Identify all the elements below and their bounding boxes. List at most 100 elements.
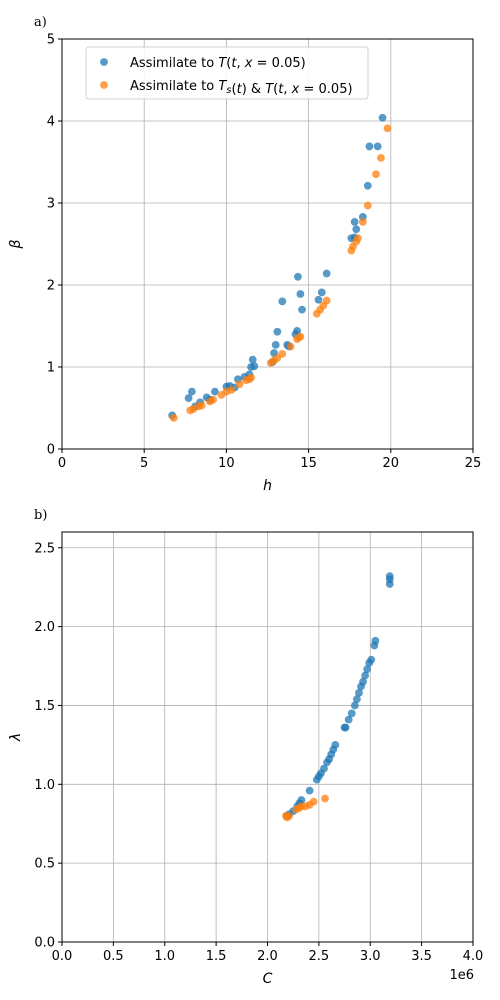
panel-label: b) (34, 508, 47, 523)
data-point (285, 811, 293, 820)
x-tick-label: 1.0 (154, 949, 175, 964)
y-tick-label: 1 (47, 361, 55, 376)
data-point (317, 288, 326, 297)
y-tick-label: 5 (47, 33, 55, 48)
data-point (358, 217, 367, 226)
panel-label: a) (34, 15, 47, 30)
data-point (385, 572, 394, 581)
data-point (209, 395, 218, 404)
y-tick-label: 4 (47, 115, 55, 130)
data-point (278, 349, 287, 358)
data-point (354, 234, 362, 243)
data-point (248, 355, 257, 364)
x-tick-label: 2.5 (309, 949, 330, 964)
data-point (372, 170, 380, 179)
x-axis-label: h (263, 478, 272, 494)
legend-box (85, 46, 369, 100)
legend-marker (100, 58, 108, 66)
data-point (361, 671, 370, 680)
data-point (184, 394, 193, 403)
data-point (347, 709, 356, 718)
data-point (322, 296, 331, 305)
data-point (197, 401, 206, 410)
data-point (363, 181, 372, 190)
panel-b: 0.0 0.5 1.0 1.5 2.0 2.5 3.0 3.5 4.0 0.0 0.5 1.0 1.5 2… (8, 508, 483, 987)
data-point (363, 665, 372, 674)
data-point (363, 201, 372, 210)
y-tick-label: 0 (47, 443, 55, 458)
y-tick-label: 0.0 (34, 936, 55, 951)
series-blue (168, 113, 387, 420)
x-tick-label: 1.5 (206, 949, 227, 964)
x-tick-label: 15 (300, 456, 317, 471)
data-point (322, 269, 331, 278)
data-point (352, 695, 361, 704)
series-orange (169, 124, 392, 422)
data-point (297, 796, 306, 804)
data-point (298, 305, 306, 314)
data-point (314, 295, 323, 304)
data-point (352, 225, 361, 234)
series-orange (282, 794, 329, 822)
x-tick-label: 3.0 (360, 949, 381, 964)
x-axis-label: C (263, 971, 273, 987)
data-point (169, 413, 178, 422)
data-point (250, 362, 259, 371)
data-point (359, 677, 367, 686)
data-point (321, 794, 329, 803)
data-point (355, 688, 363, 697)
data-point (273, 327, 282, 336)
data-point (187, 387, 196, 396)
data-point (210, 387, 219, 396)
data-point (320, 764, 328, 773)
data-point (371, 636, 380, 645)
data-point (271, 340, 280, 349)
x-tick-label: 0.0 (52, 949, 73, 964)
data-point (296, 290, 305, 298)
x-tick-label: 4.0 (463, 949, 484, 964)
data-point (286, 342, 295, 351)
x-tick-label: 0 (58, 456, 66, 471)
legend-entry: Assimilate to T(t, x = 0.05) (130, 56, 306, 71)
data-point (344, 715, 353, 724)
x-tick-label: 10 (218, 456, 235, 471)
y-tick-label: 1.0 (34, 778, 55, 793)
x-tick-label: 3.5 (411, 949, 432, 964)
data-point (294, 272, 302, 281)
data-point (331, 740, 340, 749)
legend: Assimilate to T(t, x = 0.05) Assimilate t… (85, 46, 369, 100)
x-tick-label: 20 (383, 456, 400, 471)
y-tick-label: 0.5 (34, 857, 55, 872)
x-tick-label: 2.0 (257, 949, 278, 964)
data-point (309, 797, 318, 806)
data-point (378, 113, 387, 122)
data-point (235, 380, 244, 389)
data-point (227, 386, 236, 394)
y-tick-label: 2 (47, 279, 55, 294)
x-tick-label: 5 (140, 456, 148, 471)
data-point (350, 217, 359, 226)
x-tick-label: 25 (465, 456, 482, 471)
y-tick-label: 1.5 (34, 699, 55, 714)
data-point (341, 723, 350, 732)
data-point (293, 327, 301, 335)
x-offset-label: 1e6 (449, 968, 474, 983)
data-point (247, 373, 255, 382)
y-tick-label: 3 (47, 197, 55, 212)
legend-marker (100, 81, 108, 89)
panel-a: 0 5 10 15 20 25 0 1 2 3 4 5 h β a) Assimilate to T(t, x… (8, 15, 481, 494)
y-axis-label: λ (8, 733, 24, 742)
data-point (305, 786, 314, 795)
data-point (296, 332, 305, 341)
data-point (377, 154, 385, 162)
data-point (365, 142, 374, 151)
y-axis-label: β (8, 239, 24, 249)
y-tick-label: 2.0 (34, 620, 55, 635)
legend-entry: Assimilate to Ts(t) & T(t, x = 0.05) (130, 79, 353, 97)
series-blue (283, 572, 394, 820)
data-point (350, 701, 359, 710)
data-point (373, 142, 382, 151)
axes-frame (61, 38, 474, 450)
x-tick-label: 0.5 (103, 949, 124, 964)
